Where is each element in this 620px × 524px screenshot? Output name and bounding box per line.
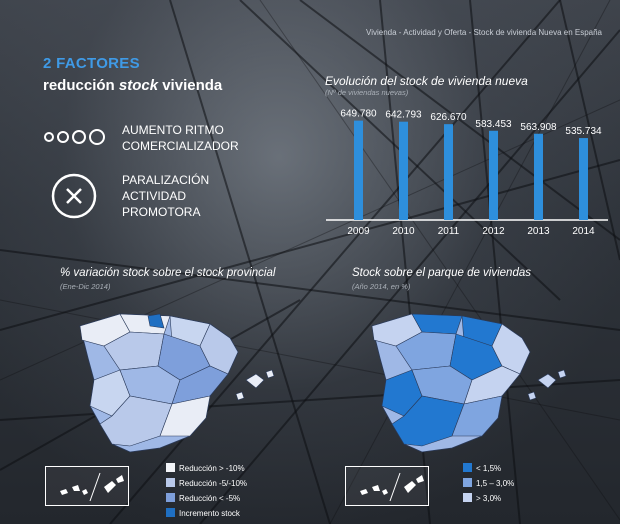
map-left-subtitle: (Ene-Dic 2014) <box>60 282 111 291</box>
map-left-title: % variación stock sobre el stock provinc… <box>60 267 276 279</box>
factor-paralysis-line2: ACTIVIDAD <box>122 189 187 203</box>
legend-right-item-3: > 3,0% <box>463 493 501 503</box>
map-right-title: Stock sobre el parque de viviendas <box>352 267 531 279</box>
legend-right-item-1: < 1,5% <box>463 463 501 473</box>
headline-factors: 2 FACTORES <box>43 55 140 72</box>
legend-right-label-1: < 1,5% <box>476 464 502 473</box>
headline-subtitle-end: vivienda <box>158 77 223 94</box>
map-right-spain <box>371 313 567 453</box>
factor-commercialization: AUMENTO RITMO COMERCIALIZADOR <box>122 122 239 154</box>
headline-subtitle: reducción stock vivienda <box>43 77 222 94</box>
legend-right-item-2: 1,5 – 3,0% <box>463 478 514 488</box>
bar-2009 <box>354 120 363 220</box>
legend-left-label-2: Reducción -5/-10% <box>179 479 248 488</box>
canary-islands-icon <box>60 472 124 502</box>
x-tick-2010: 2010 <box>392 226 415 237</box>
map-right-subtitle: (Año 2014, en %) <box>352 282 411 291</box>
legend-right-swatch-2 <box>463 478 472 487</box>
factor-paralysis-line3: PROMOTORA <box>122 205 201 219</box>
legend-right-swatch-3 <box>463 493 472 502</box>
legend-left-swatch-4 <box>166 508 175 517</box>
legend-left-label-3: Reducción < -5% <box>179 494 241 503</box>
bar-2010 <box>399 121 408 220</box>
breadcrumb: Vivienda - Actividad y Oferta - Stock de… <box>366 28 602 37</box>
factor-commercialization-line1: AUMENTO RITMO <box>122 123 224 137</box>
growing-circles-icon <box>44 128 108 146</box>
stock-bar-chart: 649.780 2009 642.793 2010 626.670 2011 583.453… <box>326 109 608 237</box>
map-left-spain <box>79 313 275 453</box>
bar-2014 <box>579 138 588 220</box>
x-tick-2011: 2011 <box>438 226 460 237</box>
data-label-2014: 535.734 <box>565 126 602 137</box>
data-label-2012: 583.453 <box>475 119 512 130</box>
legend-right-swatch-1 <box>463 463 472 472</box>
legend-left-label-1: Reducción > -10% <box>179 464 245 473</box>
factor-commercialization-line2: COMERCIALIZADOR <box>122 139 239 153</box>
legend-left-item-1: Reducción > -10% <box>166 463 245 473</box>
legend-right-label-2: 1,5 – 3,0% <box>476 479 515 488</box>
legend-right-label-3: > 3,0% <box>476 494 502 503</box>
x-tick-2013: 2013 <box>527 226 550 237</box>
headline-subtitle-start: reducción <box>43 77 119 94</box>
data-label-2009: 649.780 <box>340 109 377 120</box>
legend-left-label-4: Incremento stock <box>179 509 240 518</box>
bar-2012 <box>489 130 498 220</box>
bar-2013 <box>534 133 543 220</box>
data-label-2013: 563.908 <box>520 122 557 133</box>
canary-islands-icon <box>360 472 424 502</box>
data-label-2011: 626.670 <box>430 112 467 123</box>
factor-paralysis: PARALIZACIÓN ACTIVIDAD PROMOTORA <box>122 172 209 220</box>
legend-left-item-2: Reducción -5/-10% <box>166 478 247 488</box>
chart-title: Evolución del stock de vivienda nueva <box>325 74 528 88</box>
bar-2011 <box>444 124 453 220</box>
x-tick-2009: 2009 <box>347 226 370 237</box>
data-label-2010: 642.793 <box>385 110 422 121</box>
x-tick-2014: 2014 <box>572 226 595 237</box>
map-right-canary-islands-inset <box>345 466 429 506</box>
legend-left-item-3: Reducción < -5% <box>166 493 240 503</box>
x-circle-icon <box>51 173 97 219</box>
headline-subtitle-emphasis: stock <box>118 77 159 94</box>
map-left-canary-islands-inset <box>45 466 129 506</box>
legend-left-swatch-2 <box>166 478 175 487</box>
legend-left-swatch-3 <box>166 493 175 502</box>
legend-left-item-4: Incremento stock <box>166 508 240 518</box>
chart-subtitle: (Nº de viviendas nuevas) <box>325 88 409 97</box>
legend-left-swatch-1 <box>166 463 175 472</box>
factor-paralysis-line1: PARALIZACIÓN <box>122 173 210 187</box>
x-tick-2012: 2012 <box>482 226 505 237</box>
